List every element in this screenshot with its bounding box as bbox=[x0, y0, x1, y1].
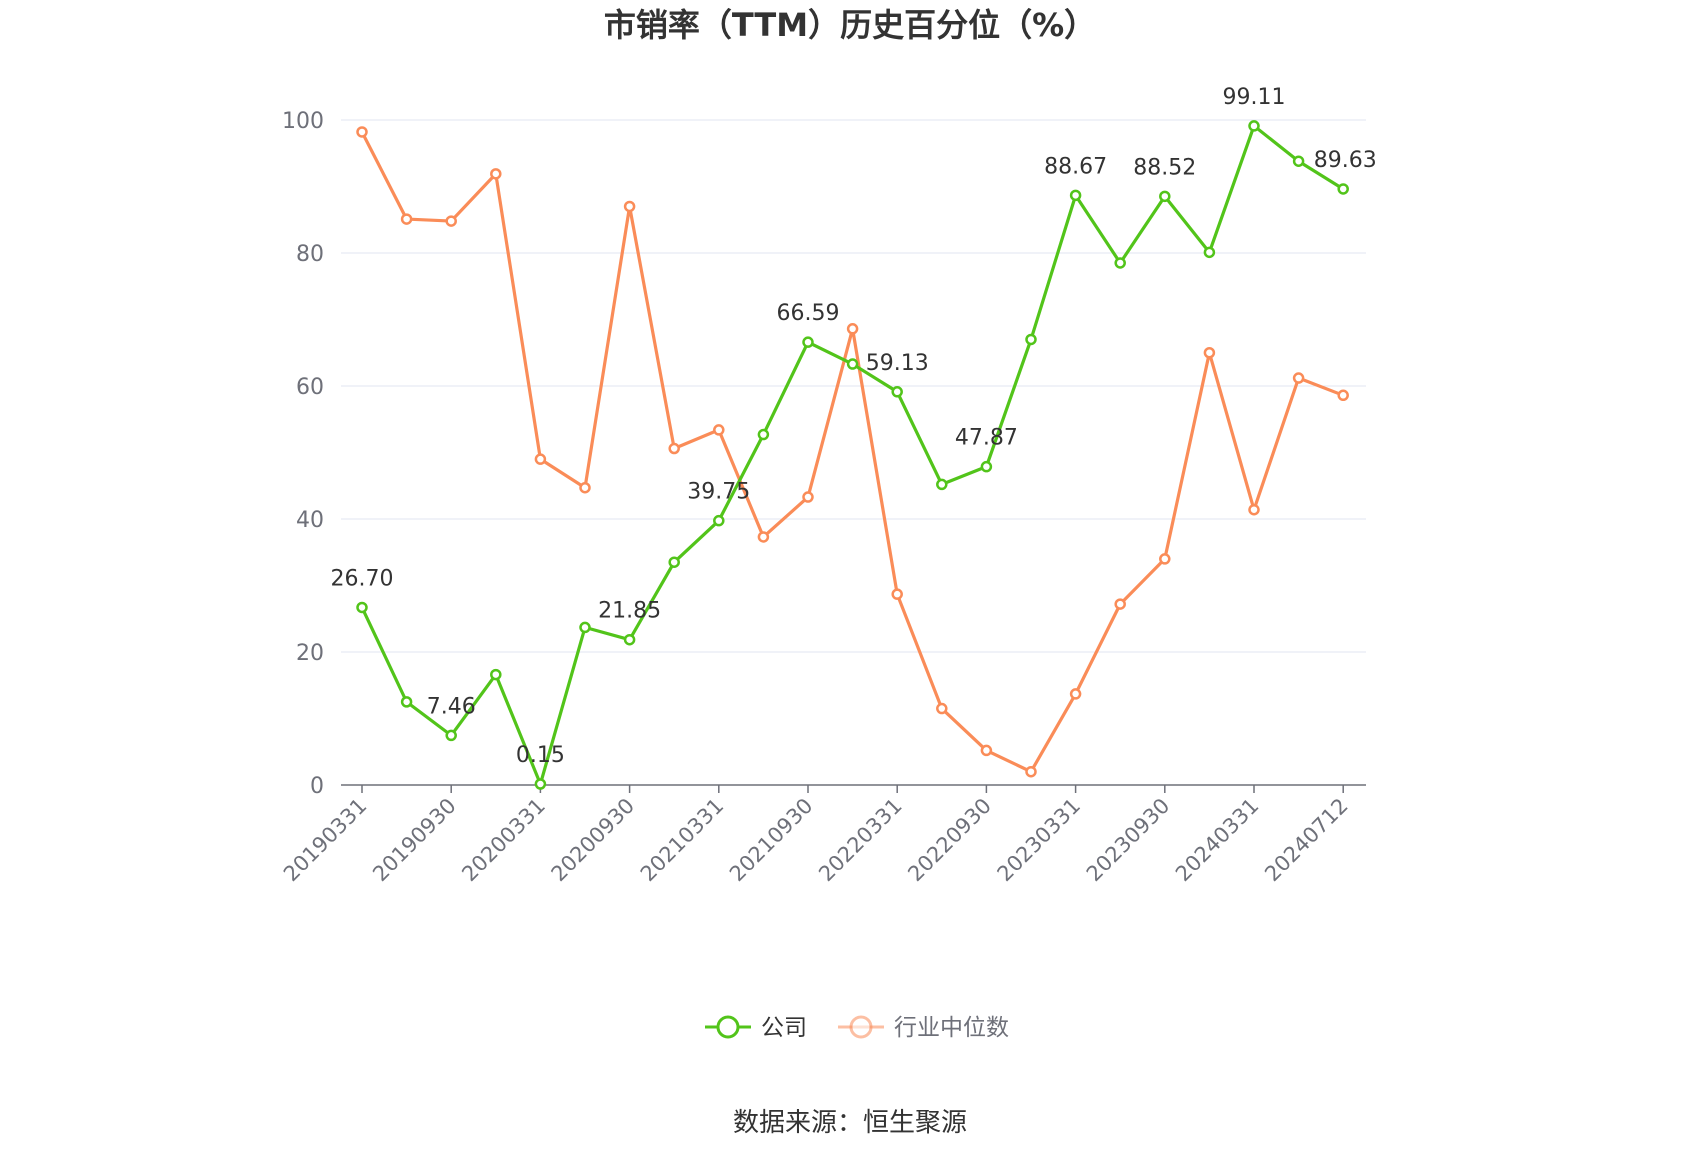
x-tick-label: 20230930 bbox=[1082, 794, 1175, 887]
data-point bbox=[802, 336, 814, 348]
data-label: 7.46 bbox=[427, 694, 476, 719]
data-point bbox=[713, 514, 725, 527]
x-tick-label: 20200331 bbox=[457, 794, 550, 887]
data-point bbox=[936, 702, 948, 715]
y-axis: 0 20 40 60 80 100 bbox=[282, 109, 324, 799]
data-point bbox=[356, 601, 368, 614]
data-label: 21.85 bbox=[598, 599, 661, 624]
data-point bbox=[534, 453, 547, 465]
data-point bbox=[490, 668, 502, 681]
data-point bbox=[579, 621, 591, 634]
data-label: 88.52 bbox=[1133, 155, 1196, 180]
data-point bbox=[1203, 347, 1216, 359]
data-point bbox=[936, 478, 948, 491]
legend-item-0[interactable]: 公司 bbox=[705, 1015, 807, 1041]
data-label: 99.11 bbox=[1223, 85, 1286, 110]
data-point bbox=[445, 215, 457, 227]
data-label: 89.63 bbox=[1314, 148, 1377, 173]
y-tick-label: 20 bbox=[296, 641, 324, 666]
legend-item-1[interactable]: 行业中位数 bbox=[838, 1015, 1009, 1041]
grid-lines bbox=[341, 119, 1366, 653]
x-tick-label: 20240712 bbox=[1260, 794, 1353, 887]
data-point bbox=[1292, 372, 1305, 384]
data-point bbox=[1248, 503, 1260, 516]
data-point bbox=[356, 126, 368, 138]
data-point bbox=[1025, 765, 1037, 778]
chart-title: 市销率（TTM）历史百分位（%） bbox=[604, 6, 1096, 44]
data-point bbox=[713, 424, 725, 436]
data-point bbox=[445, 729, 457, 742]
data-point bbox=[668, 556, 680, 568]
x-tick-label: 20220930 bbox=[903, 794, 996, 887]
x-axis: 2019033120190930202003312020093020210331… bbox=[279, 784, 1366, 887]
data-point bbox=[579, 481, 591, 494]
data-point bbox=[1114, 598, 1126, 610]
data-point bbox=[846, 358, 859, 370]
data-point bbox=[400, 213, 413, 225]
data-label: 88.67 bbox=[1044, 154, 1107, 179]
x-tick-label: 20220331 bbox=[814, 794, 907, 887]
data-point bbox=[1159, 553, 1171, 565]
series-line-1 bbox=[360, 131, 1344, 774]
data-labels: 26.70 7.46 0.15 21.85 39.75 66.59 59.13 47.87 88… bbox=[331, 85, 1377, 768]
data-point bbox=[1069, 189, 1082, 202]
data-point bbox=[1337, 183, 1349, 195]
y-tick-label: 0 bbox=[310, 774, 324, 799]
data-point bbox=[490, 168, 502, 180]
data-label: 59.13 bbox=[866, 351, 929, 376]
y-tick-label: 60 bbox=[296, 375, 324, 400]
data-point bbox=[757, 531, 770, 543]
data-label: 0.15 bbox=[516, 743, 565, 768]
x-tick-label: 20210331 bbox=[636, 794, 729, 887]
legend[interactable]: 公司 行业中位数 bbox=[705, 1015, 1009, 1041]
data-source: 数据来源：恒生聚源 bbox=[733, 1108, 967, 1138]
y-tick-label: 40 bbox=[296, 508, 324, 533]
data-point bbox=[668, 442, 680, 455]
x-tick-label: 20190930 bbox=[368, 794, 461, 887]
legend-marker bbox=[716, 1015, 740, 1039]
data-point bbox=[534, 778, 547, 790]
x-tick-label: 20230331 bbox=[993, 794, 1086, 887]
legend-label: 公司 bbox=[761, 1015, 807, 1041]
data-point bbox=[1337, 389, 1349, 402]
data-point bbox=[1069, 688, 1082, 700]
x-tick-label: 20200930 bbox=[547, 794, 640, 887]
series-group bbox=[356, 120, 1349, 790]
data-point bbox=[846, 323, 859, 335]
data-label: 66.59 bbox=[777, 301, 840, 326]
x-tick-label: 20190331 bbox=[279, 794, 372, 887]
data-point bbox=[1025, 333, 1037, 346]
series-line-0 bbox=[360, 124, 1345, 786]
data-point bbox=[802, 491, 814, 503]
data-point bbox=[623, 200, 636, 213]
data-point bbox=[623, 633, 636, 646]
data-point bbox=[891, 386, 903, 398]
data-point bbox=[1159, 190, 1171, 203]
x-tick-label: 20240331 bbox=[1171, 794, 1264, 887]
y-tick-label: 80 bbox=[296, 242, 324, 267]
data-point bbox=[1203, 246, 1216, 259]
data-point bbox=[1248, 120, 1260, 132]
data-point bbox=[1114, 257, 1126, 269]
data-point bbox=[891, 588, 903, 600]
x-tick-label: 20210930 bbox=[725, 794, 818, 887]
data-point bbox=[757, 428, 770, 441]
data-point bbox=[980, 460, 993, 473]
data-point bbox=[1292, 155, 1305, 167]
data-point bbox=[400, 696, 413, 708]
legend-label: 行业中位数 bbox=[894, 1015, 1009, 1041]
data-point bbox=[980, 744, 993, 757]
data-label: 39.75 bbox=[687, 480, 750, 505]
data-label: 47.87 bbox=[955, 426, 1018, 451]
data-label: 26.70 bbox=[331, 566, 394, 591]
legend-marker bbox=[849, 1015, 873, 1039]
y-tick-label: 100 bbox=[282, 109, 324, 134]
